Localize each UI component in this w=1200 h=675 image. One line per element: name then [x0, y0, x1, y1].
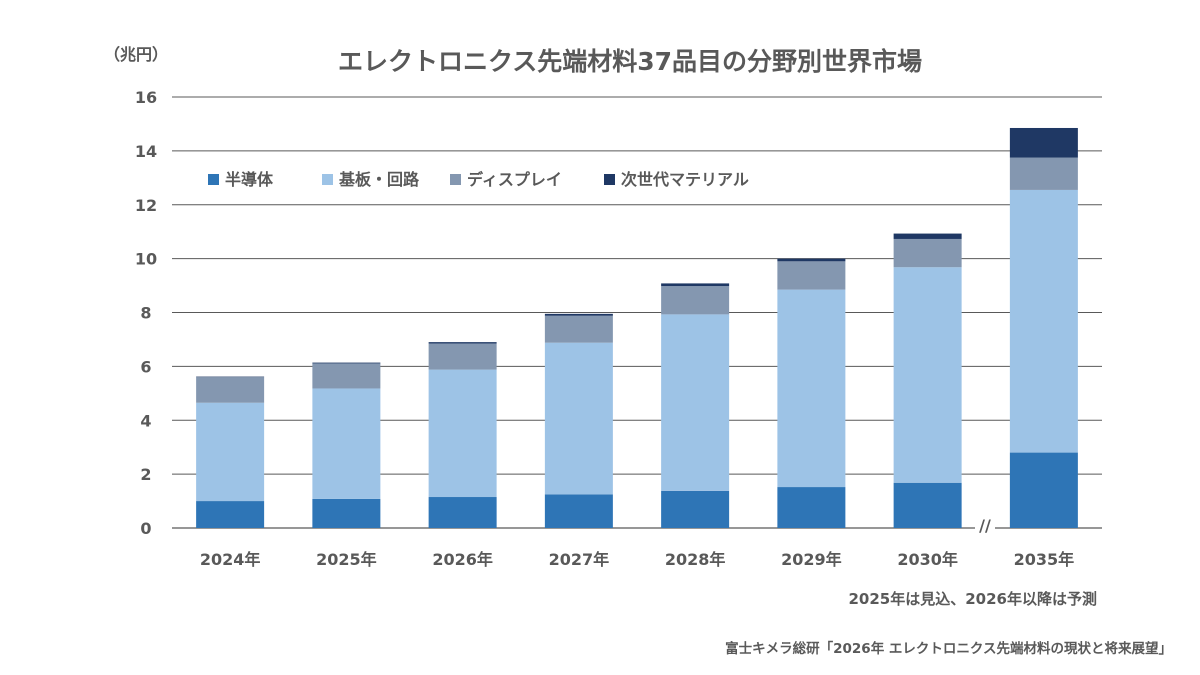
gridlines — [172, 96, 1102, 529]
bar-segment-3-2025年 — [312, 363, 381, 389]
x-tick-label: 2025年 — [316, 550, 377, 569]
bar-segment-1-2035年 — [1009, 452, 1078, 528]
bar-segment-1-2029年 — [777, 487, 846, 528]
y-tick-label: 14 — [135, 142, 157, 161]
x-axis-tick-labels: 2024年 2025年 2026年 2027年 2028年 2029年 2030年 2035年 — [200, 550, 1074, 569]
legend: 半導体 基板・回路 ディスプレイ 次世代マテリアル — [208, 170, 749, 189]
bar-segment-3-2028年 — [661, 286, 730, 315]
bar-stacks — [196, 127, 1078, 534]
source-credit: 富士キメラ総研「2026年 エレクトロニクス先端材料の現状と将来展望」 — [725, 640, 1172, 657]
forecast-note: 2025年は見込、2026年以降は予測 — [849, 590, 1098, 608]
bar-segment-4-2030年 — [893, 233, 962, 239]
y-tick-label: 8 — [140, 304, 151, 323]
legend-swatch-3 — [450, 174, 461, 185]
bar-segment-1-2024年 — [196, 501, 265, 528]
bar-segment-2-2024年 — [196, 402, 265, 502]
x-tick-label: 2028年 — [665, 550, 726, 569]
x-tick-label: 2027年 — [549, 550, 610, 569]
bar-segment-1-2028年 — [661, 490, 730, 528]
bar-segment-2-2026年 — [428, 369, 497, 498]
bar-segment-4-2027年 — [544, 313, 613, 316]
x-tick-label: 2024年 — [200, 550, 261, 569]
bar-segment-4-2025年 — [312, 362, 381, 364]
y-tick-label: 2 — [140, 465, 151, 484]
x-tick-label: 2029年 — [781, 550, 842, 569]
bar-segment-3-2030年 — [893, 238, 962, 268]
y-tick-label: 10 — [135, 250, 157, 269]
bar-segment-4-2026年 — [428, 342, 497, 344]
axis-break-gap — [975, 522, 995, 534]
bar-segment-2-2030年 — [893, 267, 962, 483]
legend-swatch-4 — [604, 174, 615, 185]
y-axis-tick-labels: 0 2 4 6 8 10 12 14 16 — [135, 88, 157, 538]
x-tick-label: 2035年 — [1014, 550, 1075, 569]
axis-break-mark: // — [979, 516, 991, 535]
y-tick-label: 0 — [140, 519, 151, 538]
bar-segment-2-2028年 — [661, 314, 730, 491]
legend-label-4: 次世代マテリアル — [621, 170, 749, 189]
bar-segment-4-2028年 — [661, 283, 730, 287]
legend-swatch-1 — [208, 174, 219, 185]
y-tick-label: 16 — [135, 88, 157, 107]
legend-label-3: ディスプレイ — [467, 170, 562, 189]
bar-segment-1-2025年 — [312, 498, 381, 528]
bar-segment-1-2026年 — [428, 497, 497, 528]
bar-segment-4-2024年 — [196, 376, 265, 378]
bar-segment-4-2029年 — [777, 258, 846, 262]
bar-segment-3-2026年 — [428, 343, 497, 370]
y-tick-label: 4 — [140, 411, 151, 430]
legend-label-1: 半導体 — [225, 170, 274, 189]
x-tick-label: 2026年 — [432, 550, 493, 569]
bar-segment-3-2024年 — [196, 377, 265, 403]
bar-segment-3-2027年 — [544, 315, 613, 343]
bar-segment-3-2029年 — [777, 261, 846, 290]
bar-segment-3-2035年 — [1009, 157, 1078, 190]
bar-segment-2-2027年 — [544, 342, 613, 495]
bar-segment-1-2027年 — [544, 494, 613, 528]
y-tick-label: 12 — [135, 196, 157, 215]
y-tick-label: 6 — [140, 357, 151, 376]
legend-label-2: 基板・回路 — [338, 170, 420, 189]
x-tick-label: 2030年 — [897, 550, 958, 569]
bar-segment-2-2029年 — [777, 289, 846, 488]
bar-segment-2-2025年 — [312, 388, 381, 499]
chart-title: エレクトロニクス先端材料37品目の分野別世界市場 — [338, 47, 922, 76]
y-axis-unit-label: （兆円） — [104, 45, 168, 64]
legend-swatch-2 — [322, 174, 333, 185]
bar-segment-4-2035年 — [1009, 127, 1078, 158]
bar-segment-2-2035年 — [1009, 189, 1078, 453]
bar-segment-1-2030年 — [893, 482, 962, 528]
